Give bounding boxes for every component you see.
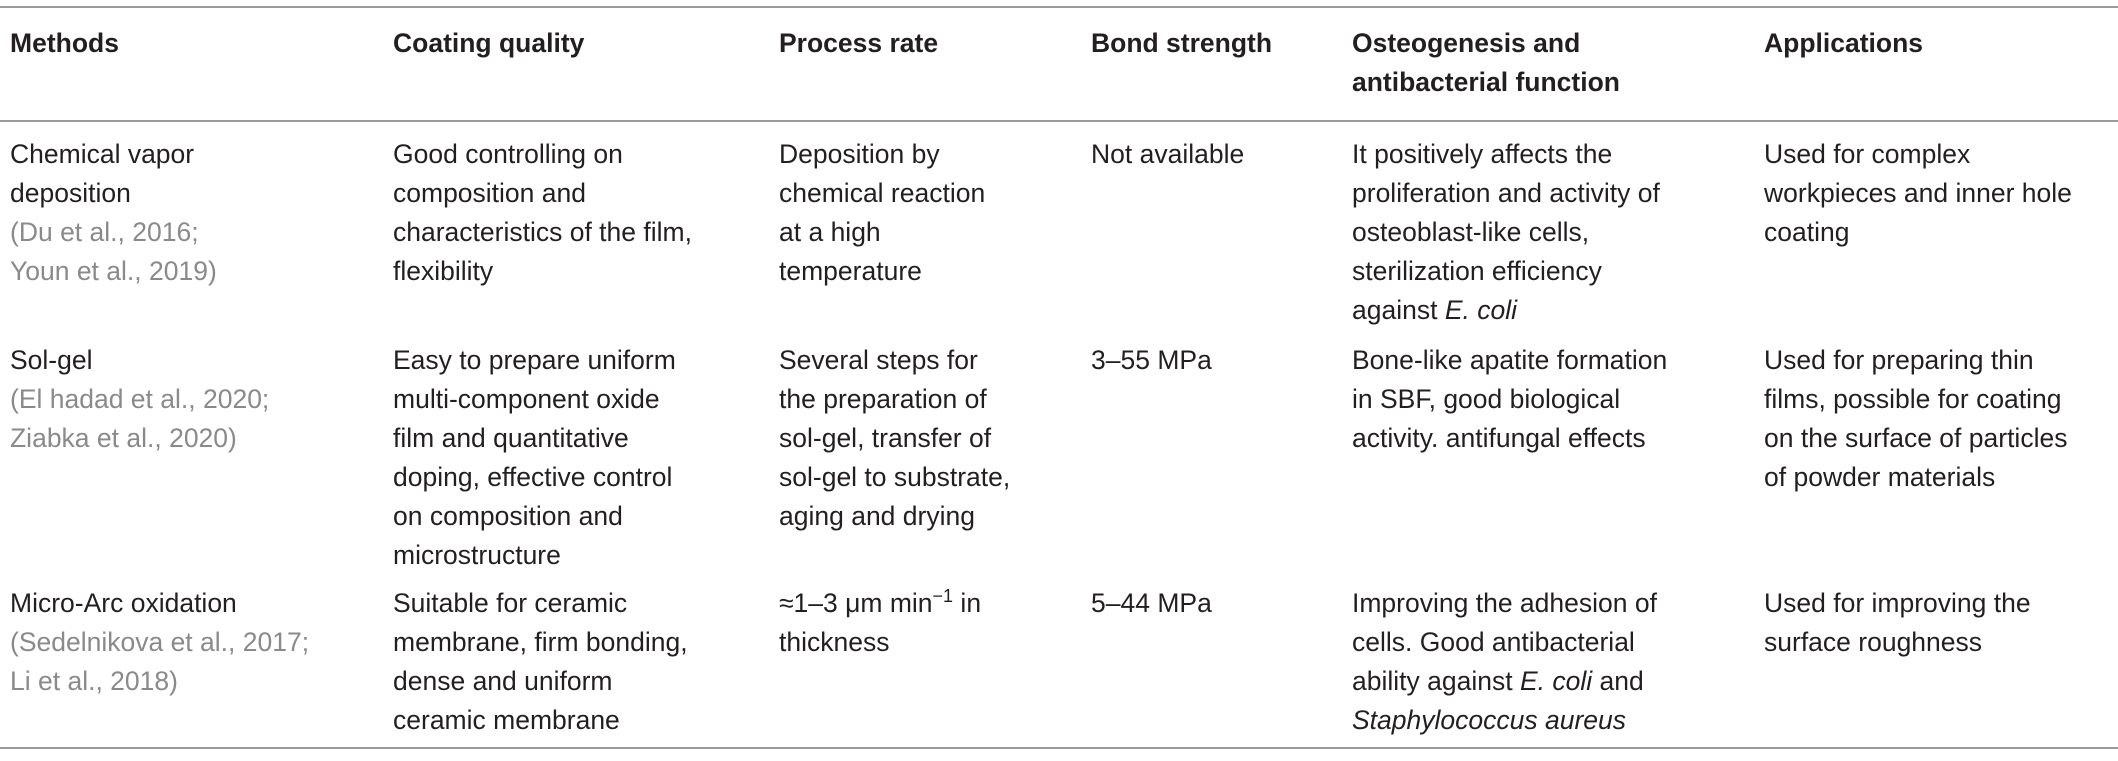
citation-line: (Sedelnikova et al., 2017;	[10, 623, 370, 662]
text-line: Improving the adhesion of	[1352, 588, 1657, 618]
row2-coating-quality: Easy to prepare uniform multi-component …	[393, 341, 753, 575]
text-line: films, possible for coating	[1764, 384, 2062, 414]
text-line: Used for preparing thin	[1764, 345, 2034, 375]
species-name: E. coli	[1519, 666, 1593, 696]
method-line: Chemical vapor	[10, 139, 195, 169]
text-fragment: ≈1–3 μm min	[779, 588, 933, 618]
row1-osteogenesis: It positively affects the proliferation …	[1352, 135, 1752, 330]
citation-youn-2019[interactable]: Youn et al., 2019)	[10, 256, 217, 286]
text-line: Good controlling on	[393, 139, 623, 169]
row2-bond-strength: 3–55 MPa	[1091, 345, 1212, 375]
table-bottom-rule	[0, 747, 2118, 749]
citation-line: Li et al., 2018)	[10, 662, 370, 701]
text-line: Easy to prepare uniform	[393, 345, 676, 375]
citation-li-2018[interactable]: Li et al., 2018)	[10, 666, 178, 696]
text-line: Several steps for	[779, 345, 978, 375]
text-line: cells. Good antibacterial	[1352, 627, 1635, 657]
citation-du-2016[interactable]: (Du et al., 2016;	[10, 217, 199, 247]
text-fragment: and	[1592, 666, 1644, 696]
text-line: aging and drying	[779, 501, 975, 531]
row3-coating-quality: Suitable for ceramic membrane, firm bond…	[393, 584, 753, 740]
citation-line: (Du et al., 2016;	[10, 213, 370, 252]
text-line: on composition and	[393, 501, 623, 531]
text-line: composition and	[393, 178, 586, 208]
text-line: multi-component oxide	[393, 384, 660, 414]
row3-applications: Used for improving the surface roughness	[1764, 584, 2114, 662]
header-osteogenesis: Osteogenesis and antibacterial function	[1352, 24, 1752, 102]
method-line: Sol-gel	[10, 345, 93, 375]
text-line: Used for complex	[1764, 139, 1971, 169]
text-line: against E. coli	[1352, 291, 1752, 330]
method-line: deposition	[10, 178, 131, 208]
citation-line: Youn et al., 2019)	[10, 252, 370, 291]
text-line: film and quantitative	[393, 423, 629, 453]
header-osteogenesis-line2: antibacterial function	[1352, 67, 1620, 97]
header-process-rate: Process rate	[779, 28, 939, 58]
text-line: of powder materials	[1764, 462, 1996, 492]
citation-sedelnikova-2017[interactable]: (Sedelnikova et al., 2017;	[10, 627, 310, 657]
row3-process-rate: ≈1–3 μm min−1 in thickness	[779, 584, 1079, 662]
text-line: chemical reaction	[779, 178, 986, 208]
text-line: at a high	[779, 217, 881, 247]
text-line: workpieces and inner hole	[1764, 178, 2072, 208]
text-line: ≈1–3 μm min−1 in	[779, 584, 1079, 623]
row2-process-rate: Several steps for the preparation of sol…	[779, 341, 1079, 536]
row2-osteogenesis: Bone-like apatite formation in SBF, good…	[1352, 341, 1752, 458]
citation-line: Ziabka et al., 2020)	[10, 419, 370, 458]
table-top-rule	[0, 6, 2118, 8]
header-methods: Methods	[10, 28, 119, 58]
text-line: coating	[1764, 217, 1850, 247]
text-line: activity. antifungal effects	[1352, 423, 1646, 453]
text-line: microstructure	[393, 540, 561, 570]
text-fragment: against	[1352, 295, 1445, 325]
citation-line: (El hadad et al., 2020;	[10, 380, 370, 419]
text-line: It positively affects the	[1352, 139, 1613, 169]
header-coating-quality: Coating quality	[393, 28, 585, 58]
method-line: Micro-Arc oxidation	[10, 588, 237, 618]
text-line: doping, effective control	[393, 462, 673, 492]
text-fragment: ability against	[1352, 666, 1520, 696]
row2-applications: Used for preparing thin films, possible …	[1764, 341, 2114, 497]
text-line: dense and uniform	[393, 666, 613, 696]
text-line: sol-gel, transfer of	[779, 423, 992, 453]
text-line: ability against E. coli and	[1352, 662, 1752, 701]
citation-ziabka-2020[interactable]: Ziabka et al., 2020)	[10, 423, 237, 453]
text-line: Suitable for ceramic	[393, 588, 628, 618]
row1-method: Chemical vapor deposition (Du et al., 20…	[10, 135, 370, 291]
row2-method: Sol-gel (El hadad et al., 2020; Ziabka e…	[10, 341, 370, 458]
row1-coating-quality: Good controlling on composition and char…	[393, 135, 753, 291]
text-line: surface roughness	[1764, 627, 1983, 657]
text-line: in SBF, good biological	[1352, 384, 1621, 414]
text-line: on the surface of particles	[1764, 423, 2068, 453]
species-name: E. coli	[1444, 295, 1517, 325]
citation-el-hadad-2020[interactable]: (El hadad et al., 2020;	[10, 384, 270, 414]
text-line: the preparation of	[779, 384, 987, 414]
species-name: Staphylococcus aureus	[1352, 705, 1626, 735]
text-line: ceramic membrane	[393, 705, 620, 735]
row3-osteogenesis: Improving the adhesion of cells. Good an…	[1352, 584, 1752, 740]
row3-method: Micro-Arc oxidation (Sedelnikova et al.,…	[10, 584, 370, 701]
header-bottom-rule	[0, 120, 2118, 122]
text-line: sol-gel to substrate,	[779, 462, 1011, 492]
text-line: osteoblast-like cells,	[1352, 217, 1590, 247]
header-applications: Applications	[1764, 28, 1924, 58]
text-fragment: in	[953, 588, 982, 618]
row3-bond-strength: 5–44 MPa	[1091, 588, 1212, 618]
text-line: sterilization efficiency	[1352, 256, 1602, 286]
row1-process-rate: Deposition by chemical reaction at a hig…	[779, 135, 1079, 291]
text-line: characteristics of the film,	[393, 217, 692, 247]
header-bond-strength: Bond strength	[1091, 28, 1273, 58]
text-line: membrane, firm bonding,	[393, 627, 688, 657]
text-line: Used for improving the	[1764, 588, 2031, 618]
header-osteogenesis-line1: Osteogenesis and	[1352, 28, 1581, 58]
text-line: thickness	[779, 627, 890, 657]
row1-applications: Used for complex workpieces and inner ho…	[1764, 135, 2114, 252]
row1-bond-strength: Not available	[1091, 139, 1245, 169]
text-line: proliferation and activity of	[1352, 178, 1660, 208]
text-line: temperature	[779, 256, 922, 286]
superscript: −1	[932, 586, 954, 606]
text-line: flexibility	[393, 256, 494, 286]
text-line: Bone-like apatite formation	[1352, 345, 1668, 375]
text-line: Deposition by	[779, 139, 940, 169]
